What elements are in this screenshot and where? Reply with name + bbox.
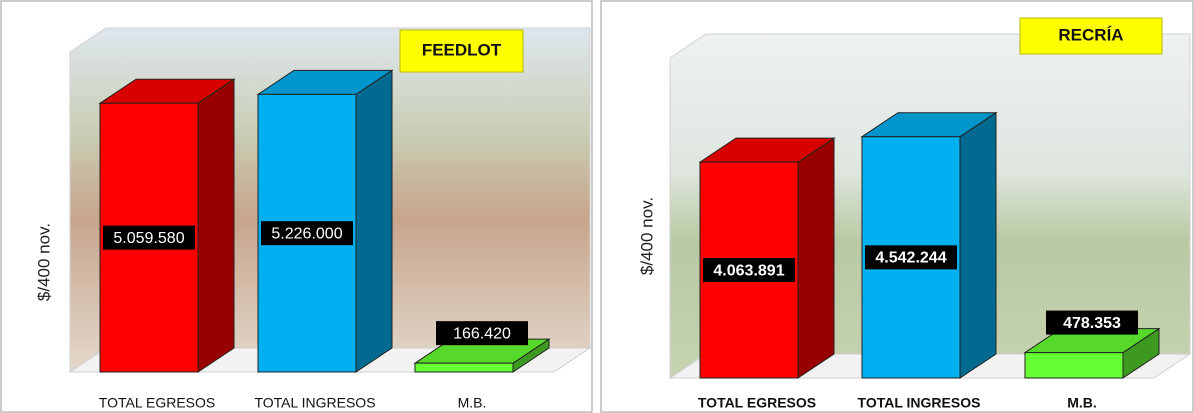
x-tick-label: TOTAL EGRESOS <box>99 395 215 411</box>
value-label: 5.059.580 <box>113 230 184 247</box>
chart-title: FEEDLOT <box>422 40 502 59</box>
value-label: 166.420 <box>453 325 511 342</box>
value-label: 4.542.244 <box>875 250 946 267</box>
x-tick-label: TOTAL INGRESOS <box>858 395 981 411</box>
x-tick-label: M.B. <box>458 395 487 411</box>
bar-side <box>798 138 834 378</box>
y-axis-label: $/400 nov. <box>34 223 53 301</box>
chart-title: RECRÍA <box>1058 25 1123 44</box>
x-tick-label: M.B. <box>1067 395 1097 411</box>
y-axis-label: $/400 nov. <box>637 197 656 275</box>
page: $/400 nov. FEEDLOT 5.059.580 TOTAL EGRESOS 5… <box>0 0 1194 413</box>
value-label: 478.353 <box>1063 315 1121 332</box>
bar-front <box>415 363 513 372</box>
bar-side <box>356 70 392 372</box>
x-tick-label: TOTAL EGRESOS <box>698 395 816 411</box>
value-label: 5.226.000 <box>271 225 342 242</box>
bar-side <box>198 79 234 372</box>
value-label: 4.063.891 <box>713 262 784 279</box>
x-tick-label: TOTAL INGRESOS <box>254 395 375 411</box>
bar-side <box>960 113 996 378</box>
bar-front <box>1025 353 1123 378</box>
